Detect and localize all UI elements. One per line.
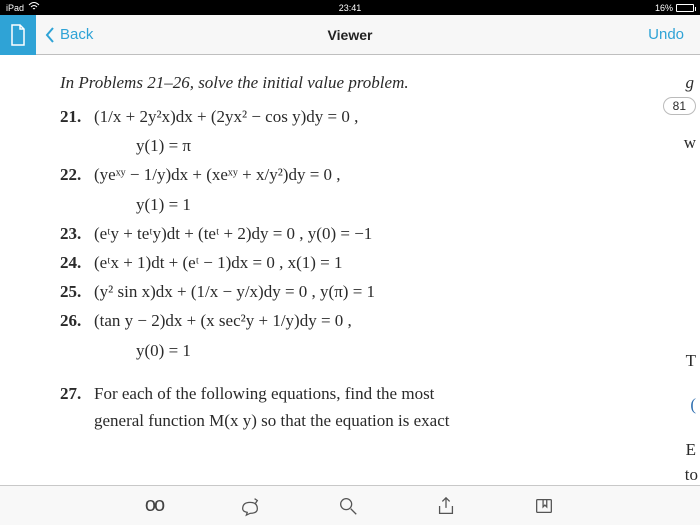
problem-21-cond: y(1) = π: [136, 132, 700, 159]
problem-22: 22. (yeˣʸ − 1/y)dx + (xeˣʸ + x/y²)dy = 0…: [60, 161, 700, 188]
wifi-icon: [28, 2, 40, 13]
search-icon[interactable]: [337, 495, 359, 517]
problem-body: (tan y − 2)dx + (x sec²y + 1/y)dy = 0 ,: [94, 307, 352, 334]
problem-21: 21. (1/x + 2y²x)dx + (2yx² − cos y)dy = …: [60, 103, 700, 130]
problem-number: 25.: [60, 278, 94, 305]
undo-button[interactable]: Undo: [648, 26, 684, 43]
problem-number: 23.: [60, 220, 94, 247]
problem-body: (eᵗy + teᵗy)dt + (teᵗ + 2)dy = 0 , y(0) …: [94, 220, 372, 247]
document-icon: [9, 24, 27, 46]
side-text-g: g: [686, 73, 695, 93]
problem-27-cut: general function M(x y) so that the equa…: [94, 407, 700, 434]
status-bar: iPad 23:41 16%: [0, 0, 700, 15]
carrier-label: iPad: [6, 3, 24, 13]
page-title: Viewer: [328, 27, 373, 43]
chevron-left-icon: [44, 26, 56, 44]
problem-25: 25. (y² sin x)dx + (1/x − y/x)dy = 0 , y…: [60, 278, 700, 305]
back-label: Back: [60, 26, 93, 43]
problem-body: (1/x + 2y²x)dx + (2yx² − cos y)dy = 0 ,: [94, 103, 358, 130]
problem-number: 27.: [60, 380, 94, 407]
problem-number: 24.: [60, 249, 94, 276]
problem-body: (eᵗx + 1)dt + (eᵗ − 1)dx = 0 , x(1) = 1: [94, 249, 342, 276]
problem-number: 26.: [60, 307, 94, 334]
nav-bar: Back Viewer Undo: [0, 15, 700, 55]
side-text-t: T: [686, 351, 696, 371]
back-button[interactable]: Back: [44, 26, 93, 44]
problem-body: For each of the following equations, fin…: [94, 380, 574, 407]
problem-27: 27. For each of the following equations,…: [60, 380, 700, 407]
share-icon[interactable]: [435, 495, 457, 517]
clock: 23:41: [339, 3, 362, 13]
bookmarks-icon[interactable]: [533, 495, 555, 517]
problem-body: (y² sin x)dx + (1/x − y/x)dy = 0 , y(π) …: [94, 278, 375, 305]
side-badge[interactable]: 81: [663, 97, 696, 115]
document-content[interactable]: In Problems 21–26, solve the initial val…: [0, 55, 700, 485]
problem-26-cond: y(0) = 1: [136, 337, 700, 364]
battery-pct: 16%: [655, 3, 673, 13]
side-text-w: w: [684, 133, 696, 153]
problem-22-cond: y(1) = 1: [136, 191, 700, 218]
side-text-paren: (: [690, 395, 696, 415]
problem-number: 22.: [60, 161, 94, 188]
battery-icon: [676, 4, 694, 12]
annotate-icon[interactable]: [239, 495, 261, 517]
continuous-scroll-icon[interactable]: oo: [145, 494, 163, 517]
documents-tab[interactable]: [0, 15, 36, 55]
side-text-to: to: [685, 465, 698, 485]
problem-24: 24. (eᵗx + 1)dt + (eᵗ − 1)dx = 0 , x(1) …: [60, 249, 700, 276]
problem-23: 23. (eᵗy + teᵗy)dt + (teᵗ + 2)dy = 0 , y…: [60, 220, 700, 247]
problem-body: (yeˣʸ − 1/y)dx + (xeˣʸ + x/y²)dy = 0 ,: [94, 161, 341, 188]
side-text-e: E: [686, 440, 696, 460]
section-header: In Problems 21–26, solve the initial val…: [60, 73, 700, 93]
problem-26: 26. (tan y − 2)dx + (x sec²y + 1/y)dy = …: [60, 307, 700, 334]
bottom-toolbar: oo: [0, 485, 700, 525]
problem-number: 21.: [60, 103, 94, 130]
